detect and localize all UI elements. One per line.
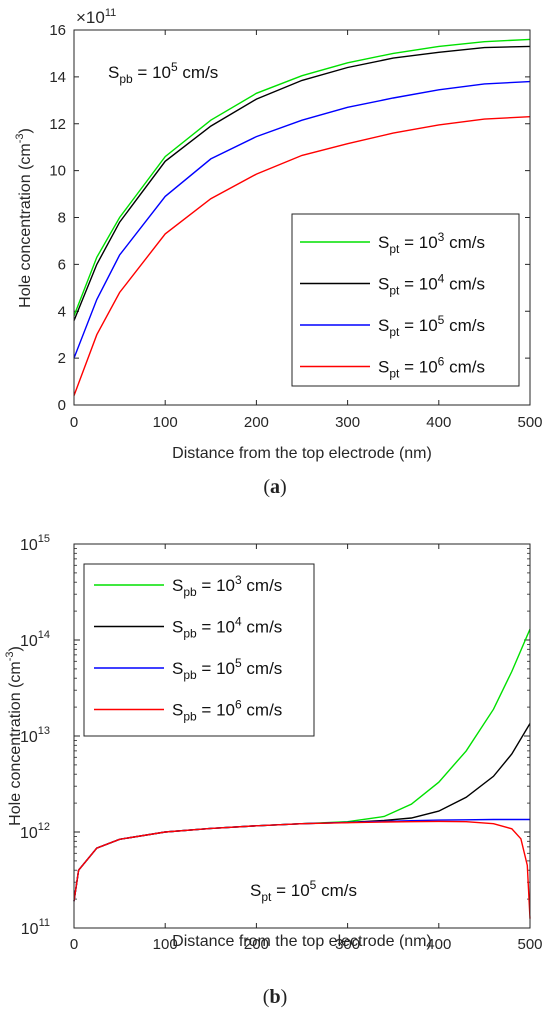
chart-a: 0 100 200 300 400 500 0 2 4 6 8 10 12 14 16 ×1011 Spb … (14, 7, 543, 462)
legend-label-b-1: Spb = 103 cm/s (172, 573, 282, 599)
x-tick-label-b: 500 (517, 936, 542, 953)
x-tick-label-b: 100 (153, 936, 178, 953)
chart-b-ylabel: Hole concentration (cm-3) (4, 646, 24, 826)
x-tick-label-a: 500 (517, 414, 542, 431)
chart-a-legend: Spt = 103 cm/s Spt = 104 cm/s Spt = 105 cm… (291, 213, 520, 387)
y-tick-label-a: 14 (49, 69, 66, 86)
y-tick-label-a: 0 (58, 397, 66, 414)
chart-a-inset-label: Spb = 105 cm/s (108, 60, 218, 86)
chart-a-ylabel: Hole concentration (cm-3) (14, 128, 34, 308)
y-tick-label-b: 1011 (21, 917, 50, 938)
series-line-a-3 (73, 80, 531, 359)
x-tick-label-a: 100 (153, 414, 178, 431)
chart-a-xlabel: Distance from the top electrode (nm) (172, 445, 432, 462)
y-tick-label-b: 1013 (20, 725, 50, 746)
x-tick-label-a: 300 (335, 414, 360, 431)
x-tick-label-b: 0 (70, 936, 78, 953)
y-tick-label-a: 12 (49, 116, 66, 133)
legend-label-b-2: Spb = 104 cm/s (172, 615, 282, 641)
legend-label-b-4: Spb = 106 cm/s (172, 698, 282, 724)
chart-a-exponent: ×1011 (76, 7, 116, 27)
chart-b: 0 100 200 300 400 500 1011 1012 1013 1014 1015 Spt… (4, 533, 543, 953)
y-tick-label-a: 10 (49, 163, 66, 180)
chart-b-xlabel: Distance from the top electrode (nm) (172, 933, 432, 950)
x-tick-label-b: 300 (335, 936, 360, 953)
x-tick-label-b: 400 (426, 936, 451, 953)
series-line-b-2 (73, 723, 531, 902)
chart-a-lines (73, 38, 531, 396)
y-tick-label-b: 1012 (20, 821, 50, 842)
y-tick-label-a: 16 (49, 22, 66, 39)
chart-b-legend: Spb = 103 cm/s Spb = 104 cm/s Spb = 105 cm… (83, 563, 315, 737)
legend-label-a-1: Spt = 103 cm/s (378, 230, 485, 256)
panel-b-label: (b) (262, 986, 288, 1008)
y-tick-label-b: 1015 (20, 533, 50, 554)
y-tick-label-a: 6 (58, 256, 66, 273)
chart-a-ticks: 0 100 200 300 400 500 0 2 4 6 8 10 12 14 16 (49, 22, 542, 431)
legend-label-b-3: Spb = 105 cm/s (172, 656, 282, 682)
series-line-a-4 (73, 116, 531, 396)
series-line-a-1 (73, 38, 531, 317)
x-tick-label-a: 200 (244, 414, 269, 431)
panel-a-label: (a) (263, 476, 287, 498)
x-tick-label-b: 200 (244, 936, 269, 953)
y-tick-label-a: 2 (58, 350, 66, 367)
legend-label-a-4: Spt = 106 cm/s (378, 355, 485, 381)
chart-a-plot-frame (73, 29, 531, 406)
y-tick-label-a: 4 (58, 303, 66, 320)
chart-b-plot-frame (73, 543, 531, 929)
chart-b-lines (73, 628, 531, 919)
y-tick-label-b: 1014 (20, 629, 50, 650)
legend-label-a-3: Spt = 105 cm/s (378, 313, 485, 339)
chart-b-inset-label: Spt = 105 cm/s (250, 878, 357, 904)
series-line-b-4 (73, 820, 531, 919)
chart-b-legend-box (83, 563, 315, 737)
x-tick-label-a: 0 (70, 414, 78, 431)
legend-label-a-2: Spt = 104 cm/s (378, 272, 485, 298)
y-tick-label-a: 8 (58, 210, 66, 227)
series-line-a-2 (73, 45, 531, 321)
x-tick-label-a: 400 (426, 414, 451, 431)
